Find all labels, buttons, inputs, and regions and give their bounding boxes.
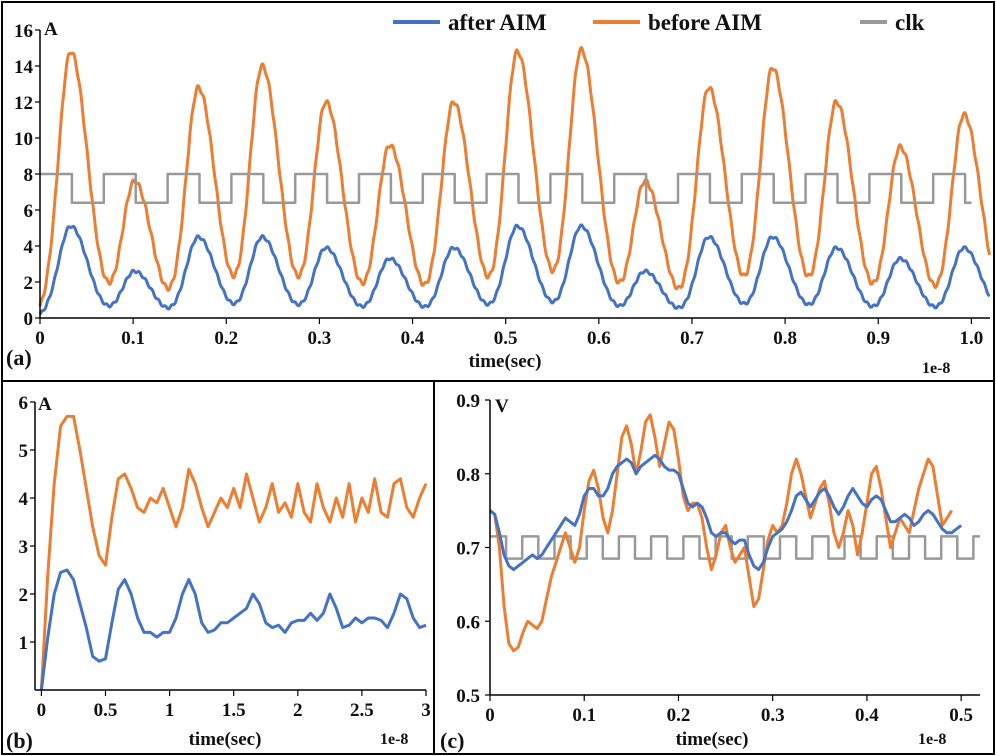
chart-b-xlabel: time(sec) <box>189 729 262 750</box>
chart-a-series-clk <box>40 172 972 205</box>
chart-a-xtick-label: 0.1 <box>121 328 145 349</box>
chart-c-panel-label: (c) <box>440 728 464 753</box>
chart-c-xtick-label: 0.1 <box>572 705 596 726</box>
chart-c-ytick-label: 0.9 <box>456 391 480 412</box>
chart-c-series-after <box>489 453 963 572</box>
chart-c-xtick-label: 0 <box>485 705 495 726</box>
chart-a-ytick-label: 8 <box>24 165 34 186</box>
legend: after AIM before AIM clk <box>393 10 925 35</box>
chart-b-ylabel: A <box>38 394 52 415</box>
chart-c-xlabel: time(sec) <box>676 729 749 750</box>
chart-b-ytick-label: 3 <box>19 537 29 558</box>
chart-a: 0 0.1 0.2 0.3 0.4 0.5 0.6 0.7 0.8 0.9 1.0 0 2 4 6 8 10 12… <box>6 10 992 377</box>
chart-a-xtick-label: 0.4 <box>401 328 425 349</box>
chart-a-xtick-label: 0.5 <box>494 328 518 349</box>
chart-a-series-after <box>38 223 991 316</box>
panel-a-frame <box>1 1 995 382</box>
chart-a-series-before <box>38 46 992 307</box>
chart-a-xscale: 1e-8 <box>922 360 950 377</box>
chart-a-ytick-label: 4 <box>24 237 34 258</box>
legend-after-label: after AIM <box>448 10 547 35</box>
chart-b-series-after <box>39 568 427 691</box>
chart-a-xtick-label: 0.7 <box>680 328 704 349</box>
chart-a-xtick-label: 0.9 <box>866 328 890 349</box>
chart-a-xtick-label: 0.8 <box>773 328 797 349</box>
chart-c: 0 0.1 0.2 0.3 0.4 0.5 0.5 0.6 0.7 0.8 0.9 V time(s… <box>440 391 980 753</box>
chart-c-xscale: 1e-8 <box>918 731 946 748</box>
chart-a-xtick-label: 0.2 <box>214 328 238 349</box>
chart-b-ytick-label: 6 <box>19 393 29 414</box>
chart-b-ytick-label: 4 <box>19 489 29 510</box>
chart-b-panel-label: (b) <box>6 728 33 753</box>
chart-a-ytick-label: 16 <box>14 21 33 42</box>
panel-b-frame <box>1 380 435 755</box>
chart-b-xtick-label: 1.5 <box>222 700 246 721</box>
chart-b-xtick-label: 0 <box>37 700 47 721</box>
chart-c-xtick-label: 0.3 <box>761 705 785 726</box>
chart-c-ylabel: V <box>495 396 509 417</box>
legend-clk-label: clk <box>895 10 925 35</box>
chart-b-xtick-label: 2.5 <box>350 700 374 721</box>
chart-c-ytick-label: 0.6 <box>456 612 480 633</box>
chart-a-xlabel: time(sec) <box>469 351 542 372</box>
chart-b-ytick-label: 2 <box>19 585 29 606</box>
chart-a-panel-label: (a) <box>6 345 32 370</box>
chart-a-ytick-label: 12 <box>14 93 33 114</box>
chart-a-ytick-label: 2 <box>24 273 34 294</box>
chart-b-series-before <box>39 414 428 691</box>
chart-c-ytick-label: 0.7 <box>456 539 480 560</box>
chart-a-ytick-label: 0 <box>24 309 34 330</box>
chart-c-xtick-label: 0.5 <box>949 705 973 726</box>
chart-a-xtick-label: 1.0 <box>959 328 983 349</box>
chart-b-ytick-label: 1 <box>19 633 29 654</box>
chart-b-xtick-label: 3 <box>421 700 431 721</box>
chart-a-ytick-label: 6 <box>24 201 34 222</box>
chart-a-ytick-label: 14 <box>14 57 34 78</box>
chart-b-xtick-label: 2 <box>293 700 303 721</box>
chart-a-ylabel: A <box>44 19 58 40</box>
chart-c-ytick-label: 0.8 <box>456 465 480 486</box>
chart-c-xtick-label: 0.2 <box>667 705 691 726</box>
legend-before-label: before AIM <box>648 10 762 35</box>
chart-c-ytick-label: 0.5 <box>456 686 480 707</box>
chart-b: 0 0.5 1 1.5 2 2.5 3 1 2 3 4 5 6 A time(sec) 1e-8 (b) <box>6 393 431 753</box>
chart-a-ytick-label: 10 <box>14 129 33 150</box>
panel-c-frame <box>433 380 995 755</box>
chart-a-xtick-label: 0.3 <box>308 328 332 349</box>
chart-c-xtick-label: 0.4 <box>855 705 879 726</box>
chart-b-xscale: 1e-8 <box>380 731 408 748</box>
chart-b-ytick-label: 5 <box>19 441 29 462</box>
chart-a-xtick-label: 0.6 <box>587 328 611 349</box>
chart-b-xtick-label: 0.5 <box>94 700 118 721</box>
chart-a-xtick-label: 0 <box>35 328 45 349</box>
chart-b-xtick-label: 1 <box>165 700 175 721</box>
